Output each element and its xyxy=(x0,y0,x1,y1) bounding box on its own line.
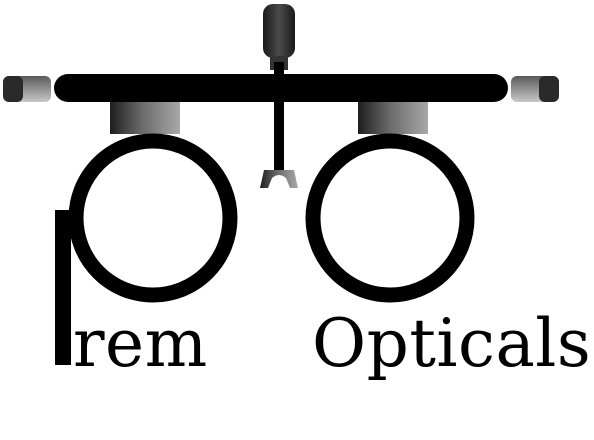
right-lens-ring xyxy=(305,133,475,303)
brand-word-opticals: Opticals xyxy=(312,305,592,382)
left-lens-ring xyxy=(68,133,238,303)
top-knob xyxy=(263,4,295,58)
left-end-cap-shade xyxy=(3,76,23,102)
right-end-cap-shade xyxy=(539,76,559,102)
brand-word-prem: rem xyxy=(73,305,208,382)
left-lens-holder xyxy=(110,100,180,134)
nose-fork xyxy=(260,170,298,188)
p-stem xyxy=(55,210,71,365)
right-lens-holder xyxy=(358,100,428,134)
nose-stem xyxy=(274,62,284,172)
